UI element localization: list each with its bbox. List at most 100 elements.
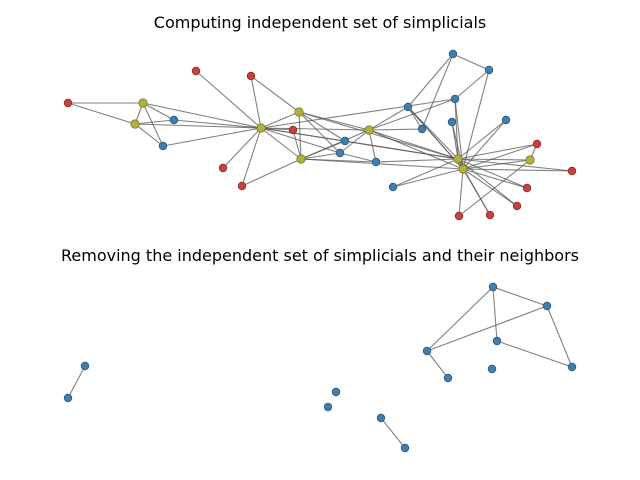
top-graph-edge xyxy=(173,119,262,129)
top-graph-node-neighbor xyxy=(458,164,468,174)
top-graph-node-other xyxy=(158,141,168,151)
top-graph-node-neighbor xyxy=(138,98,148,108)
top-graph-edge xyxy=(260,111,300,129)
bottom-graph-edge xyxy=(546,305,573,368)
top-graph-node-other xyxy=(371,157,381,167)
top-graph-edge xyxy=(392,168,464,188)
top-graph-node-simplicial xyxy=(454,211,464,221)
top-graph-edge xyxy=(260,127,302,160)
top-graph-edge xyxy=(375,158,459,163)
bottom-graph-node-other xyxy=(63,393,73,403)
top-graph-edge xyxy=(298,111,302,160)
top-graph-node-neighbor xyxy=(256,123,266,133)
top-graph-edge xyxy=(458,159,531,217)
bottom-graph-nodes xyxy=(63,282,577,453)
bottom-graph-edges xyxy=(67,286,573,449)
bottom-graph-edge xyxy=(426,350,449,379)
top-graph-node-neighbor xyxy=(525,155,535,165)
bottom-graph-node-other xyxy=(443,373,453,383)
top-graph-edge xyxy=(368,129,459,160)
bottom-graph-edge xyxy=(67,365,86,399)
bottom-graph-edge xyxy=(380,417,406,449)
top-graph-edge xyxy=(250,75,262,129)
top-graph-edge xyxy=(298,111,346,142)
top-graph-edge xyxy=(407,106,423,130)
top-graph-edge xyxy=(457,119,507,160)
bottom-graph-edge xyxy=(426,305,548,352)
top-graph-edge xyxy=(298,111,459,160)
top-graph-node-neighbor xyxy=(294,107,304,117)
bottom-graph-edge xyxy=(492,286,498,342)
top-graph-edge xyxy=(457,158,528,189)
bottom-graph-node-other xyxy=(331,387,341,397)
top-graph-edge xyxy=(368,128,423,131)
top-graph-edge xyxy=(241,158,302,187)
top-graph-node-simplicial xyxy=(63,98,73,108)
top-graph-edge xyxy=(134,123,164,147)
top-graph-edges xyxy=(67,53,573,217)
bottom-graph-node-other xyxy=(323,402,333,412)
top-graph-node-other xyxy=(388,182,398,192)
top-graph-node-simplicial xyxy=(567,166,577,176)
top-graph-node-other xyxy=(448,49,458,59)
bottom-graph-node-other xyxy=(422,346,432,356)
top-graph-edge xyxy=(142,102,175,121)
top-graph-edge xyxy=(260,127,370,131)
top-graph-node-simplicial xyxy=(512,201,522,211)
top-graph-edge xyxy=(454,69,490,100)
bottom-graph-node-other xyxy=(80,361,90,371)
top-graph-edge xyxy=(462,168,518,207)
top-graph-edge xyxy=(300,152,341,160)
top-graph-node-simplicial xyxy=(288,125,298,135)
top-graph-edge xyxy=(162,127,262,147)
bottom-graph-node-other xyxy=(567,362,577,372)
top-graph-edge xyxy=(300,158,464,170)
bottom-graph-edge xyxy=(496,340,573,368)
top-graph-node-neighbor xyxy=(453,154,463,164)
top-graph-nodes xyxy=(63,49,577,221)
bottom-graph-node-other xyxy=(542,301,552,311)
top-graph-edge xyxy=(292,129,302,160)
top-graph-edge xyxy=(462,159,531,170)
top-graph-edge xyxy=(195,70,262,129)
top-panel-title: Computing independent set of simplicials xyxy=(153,13,487,32)
top-graph-node-neighbor xyxy=(364,125,374,135)
top-graph-edge xyxy=(260,98,456,129)
top-graph-edge xyxy=(368,129,464,170)
top-graph-node-other xyxy=(169,115,179,125)
top-graph-edge xyxy=(300,140,346,160)
top-graph-node-other xyxy=(340,136,350,146)
top-graph-node-simplicial xyxy=(522,183,532,193)
top-graph-node-simplicial xyxy=(532,139,542,149)
bottom-graph-node-other xyxy=(376,413,386,423)
bottom-graph-node-other xyxy=(400,443,410,453)
top-graph-edge xyxy=(462,119,507,170)
top-graph-edge xyxy=(457,143,538,160)
top-graph-edge xyxy=(241,127,262,187)
top-graph-edge xyxy=(462,168,528,189)
bottom-graph-node-other xyxy=(487,364,497,374)
top-graph-edge xyxy=(339,129,370,154)
top-graph-node-simplicial xyxy=(218,163,228,173)
top-graph-edge xyxy=(339,152,377,163)
top-graph-node-other xyxy=(501,115,511,125)
bottom-panel-title: Removing the independent set of simplici… xyxy=(61,246,579,265)
top-graph-edge xyxy=(462,143,538,170)
top-graph-node-simplicial xyxy=(191,66,201,76)
bottom-graph-node-other xyxy=(488,282,498,292)
top-graph-edge xyxy=(222,127,262,169)
top-graph-edge xyxy=(457,158,531,161)
top-graph-node-neighbor xyxy=(296,154,306,164)
top-graph-edge xyxy=(421,53,454,130)
top-graph-edge xyxy=(392,158,459,188)
top-graph-node-simplicial xyxy=(237,181,247,191)
top-graph-node-simplicial xyxy=(485,210,495,220)
top-graph-node-other xyxy=(335,148,345,158)
top-graph-edge xyxy=(344,140,459,160)
top-graph-node-other xyxy=(447,117,457,127)
top-graph-node-other xyxy=(417,124,427,134)
top-graph-edge xyxy=(462,168,491,216)
top-graph-edge xyxy=(454,98,459,160)
